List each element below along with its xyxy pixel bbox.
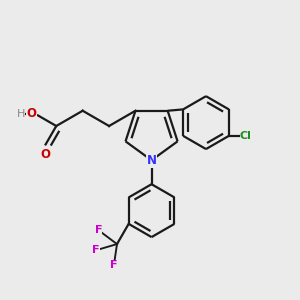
Text: F: F bbox=[110, 260, 118, 270]
Text: Cl: Cl bbox=[240, 131, 252, 141]
Text: H: H bbox=[17, 109, 25, 119]
Text: O: O bbox=[40, 148, 50, 161]
Text: N: N bbox=[147, 154, 157, 167]
Text: F: F bbox=[94, 225, 102, 235]
Text: F: F bbox=[92, 245, 100, 255]
Text: O: O bbox=[26, 107, 36, 120]
